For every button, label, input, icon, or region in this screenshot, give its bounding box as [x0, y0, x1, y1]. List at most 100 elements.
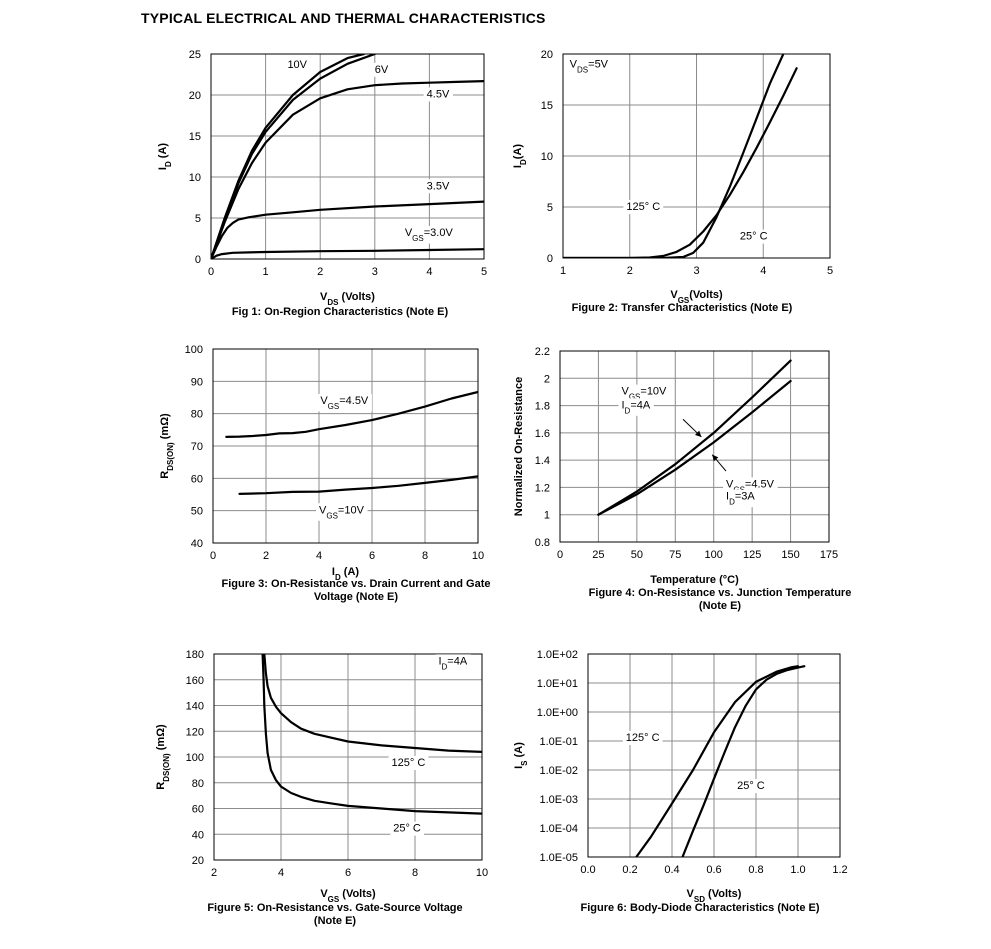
fig4-plot-frame [559, 350, 830, 543]
fig1-plot-frame [210, 53, 485, 260]
x-tick-label: 2 [627, 265, 633, 277]
label-background [401, 226, 457, 244]
x-tick-label: 0.2 [622, 864, 637, 876]
fig3-chart: 0 2 4 6 8 10 40 50 60 70 80 90 100 VGS=4.5V VGS=10V ID … [159, 344, 490, 603]
x-tick-label: 4 [760, 265, 766, 277]
x-tick-label: 8 [412, 867, 418, 879]
x-tick-label: 0.6 [706, 864, 721, 876]
x-tick-label: 2 [317, 266, 323, 278]
series-label: ID=4A [621, 399, 650, 415]
label-background [390, 821, 424, 836]
y-tick-label: 1.2 [535, 482, 550, 494]
series-line [225, 390, 478, 438]
x-tick-label: 2 [211, 867, 217, 879]
series-line [635, 665, 800, 857]
fig6-plot-frame [587, 653, 841, 858]
y-tick-label: 40 [191, 538, 203, 550]
y-tick-label: 1.0E-02 [539, 765, 578, 777]
y-tick-label: 70 [191, 441, 203, 453]
y-axis-label: ID(A) [512, 144, 528, 168]
x-axis-label: VGS(Volts) [670, 289, 723, 305]
y-tick-label: 5 [547, 202, 553, 214]
y-tick-label: 1.4 [535, 455, 550, 467]
label-background [371, 62, 392, 77]
y-axis-label: RDS(ON) (mΩ) [159, 413, 175, 479]
x-tick-label: 0.0 [580, 864, 595, 876]
fig5-chart: 2 4 6 8 10 20 40 60 80 100 120 140 160 180 ID=4A 125° C… [155, 649, 488, 927]
y-tick-label: 2 [544, 373, 550, 385]
fig2-chart: 1 2 3 4 5 0 5 10 15 20 VDS=5V 125° C 25° C VGS(Volts)… [512, 49, 833, 314]
series-label: VGS=4.5V [320, 395, 369, 411]
x-tick-label: 0.4 [664, 864, 679, 876]
series-label: VGS=3.0V [405, 227, 454, 243]
x-tick-label: 10 [472, 550, 484, 562]
page-title: TYPICAL ELECTRICAL AND THERMAL CHARACTER… [141, 10, 546, 26]
figure-caption: Fig 1: On-Region Characteristics (Note E… [232, 306, 449, 318]
label-background [566, 57, 612, 75]
y-tick-label: 160 [186, 675, 204, 687]
y-tick-label: 10 [189, 172, 201, 184]
series-label: 125° C [626, 732, 660, 744]
y-tick-label: 180 [186, 649, 204, 661]
label-background [618, 398, 654, 416]
x-tick-label: 10 [476, 867, 488, 879]
series-label: ID=4A [438, 655, 467, 671]
x-tick-label: 1.0 [790, 864, 805, 876]
x-axis-label: VGS (Volts) [320, 888, 376, 904]
label-background [723, 489, 759, 508]
y-axis-label: Normalized On-Resistance [513, 377, 525, 516]
fig1-chart: 0 1 2 3 4 5 0 5 10 15 20 25 10V 6V 4.5V 3.5V VGS=3.0V VDS… [157, 49, 487, 318]
fig4-chart: 0 25 50 75 100 125 150 175 0.8 1 1.2 1.4 1.6 1.8 2 2.2 V… [513, 346, 851, 612]
y-tick-label: 80 [192, 778, 204, 790]
x-tick-label: 1.2 [832, 864, 847, 876]
x-axis-label: VDS (Volts) [320, 291, 375, 307]
series-label: 125° C [392, 757, 426, 769]
y-tick-label: 1.8 [535, 401, 550, 413]
x-tick-label: 3 [693, 265, 699, 277]
y-tick-label: 120 [186, 726, 204, 738]
y-tick-label: 0.8 [535, 537, 550, 549]
fig5-grid [213, 653, 483, 861]
x-tick-label: 4 [278, 867, 284, 879]
series-label: 25° C [737, 780, 765, 792]
label-background [316, 503, 368, 521]
series-line [597, 359, 792, 516]
series-line [211, 248, 484, 259]
series-line [211, 80, 484, 259]
x-axis-label: VSD (Volts) [687, 888, 742, 904]
y-axis-label: RDS(ON) (mΩ) [155, 724, 171, 790]
y-tick-label: 0 [547, 253, 553, 265]
series-line [211, 200, 484, 259]
series-label: ID=3A [726, 491, 755, 507]
x-tick-label: 125 [743, 549, 761, 561]
x-tick-label: 6 [369, 550, 375, 562]
x-tick-label: 4 [426, 266, 432, 278]
y-tick-label: 25 [189, 49, 201, 61]
label-background [435, 654, 471, 672]
x-axis-label: ID (A) [332, 566, 360, 582]
x-tick-label: 8 [422, 550, 428, 562]
figure-caption: Figure 5: On-Resistance vs. Gate-Source … [207, 902, 462, 914]
y-tick-label: 60 [192, 804, 204, 816]
series-line [211, 54, 376, 259]
x-tick-label: 75 [669, 549, 681, 561]
series-label: VGS=10V [319, 504, 365, 520]
series-line [597, 379, 792, 516]
x-axis-label: Temperature (°C) [650, 574, 739, 586]
figure-caption: (Note E) [699, 600, 742, 612]
y-tick-label: 60 [191, 473, 203, 485]
x-tick-label: 0 [557, 549, 563, 561]
annotation-arrow [682, 418, 702, 438]
series-label: 6V [375, 64, 389, 76]
x-tick-label: 100 [705, 549, 723, 561]
y-tick-label: 20 [192, 855, 204, 867]
figure-caption: (Note E) [314, 915, 357, 927]
x-tick-label: 5 [827, 265, 833, 277]
y-tick-label: 100 [185, 344, 203, 356]
fig2-grid [562, 53, 831, 259]
fig5-plot-frame [213, 653, 483, 861]
y-tick-label: 20 [189, 90, 201, 102]
label-background [317, 393, 372, 412]
y-tick-label: 100 [186, 752, 204, 764]
y-tick-label: 10 [541, 151, 553, 163]
